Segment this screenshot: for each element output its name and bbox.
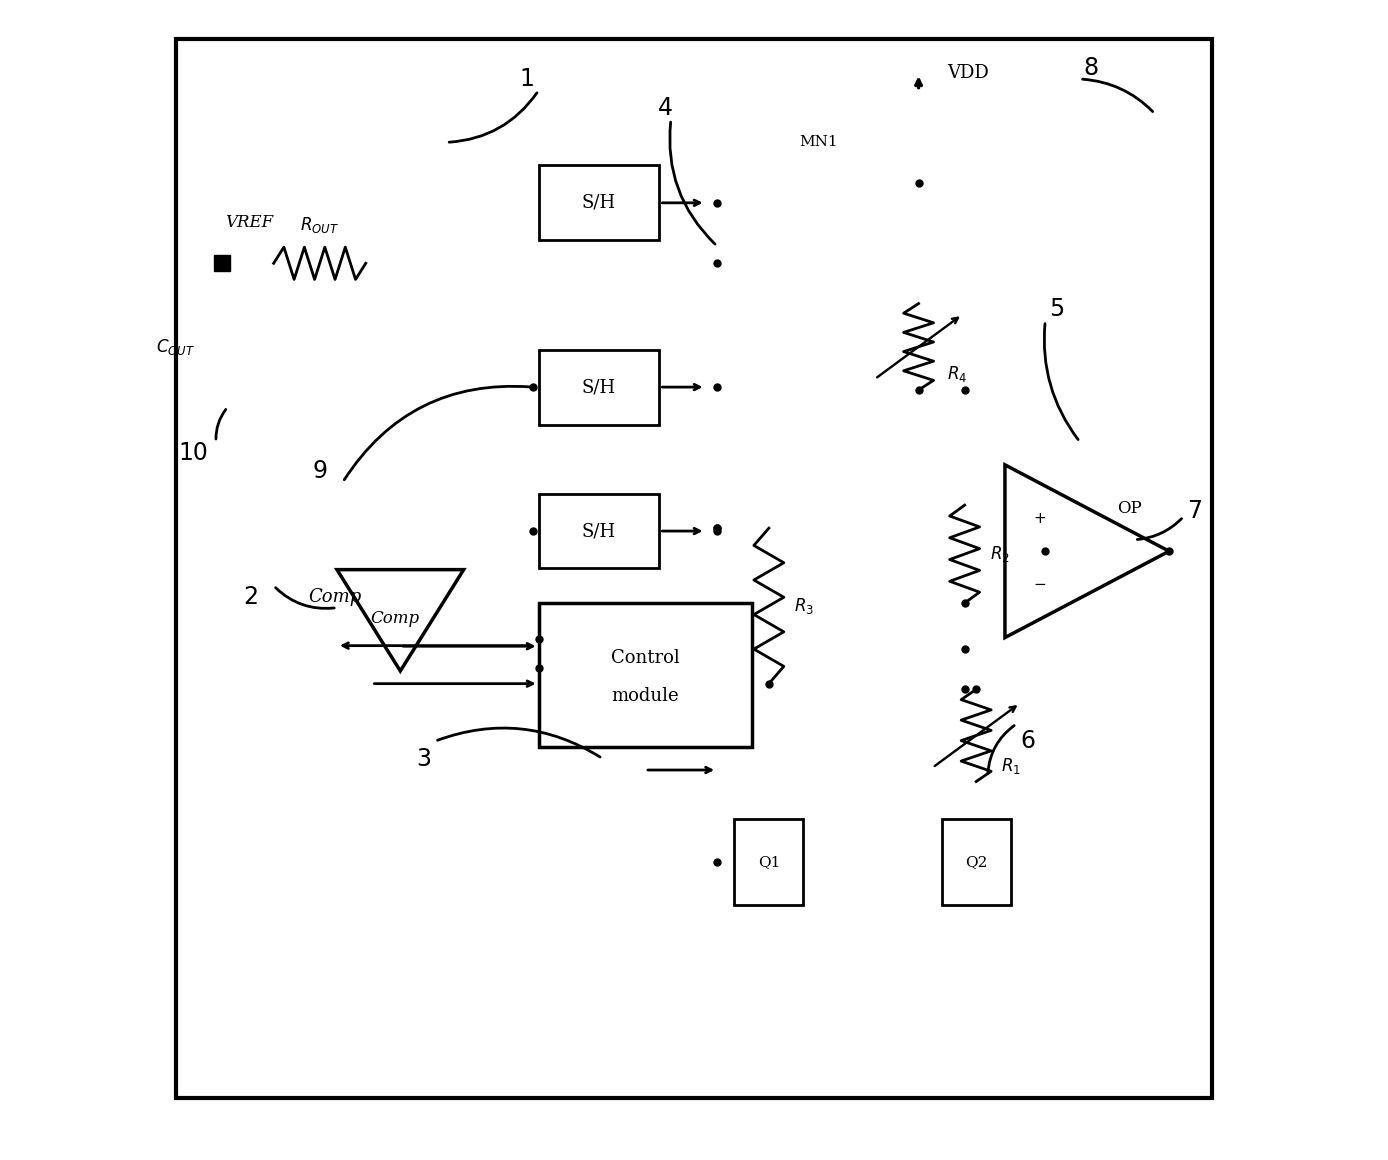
Text: $R_{OUT}$: $R_{OUT}$ [300, 215, 339, 234]
Text: Comp: Comp [308, 588, 361, 607]
Text: Comp: Comp [371, 609, 419, 626]
Text: $R_4$: $R_4$ [948, 364, 967, 384]
Text: MN1: MN1 [799, 136, 838, 150]
Text: $R_1$: $R_1$ [1002, 756, 1022, 776]
Text: VDD: VDD [948, 64, 990, 82]
Text: Q1: Q1 [758, 855, 780, 869]
Text: 2: 2 [243, 586, 258, 609]
Text: S/H: S/H [582, 378, 616, 396]
Text: 8: 8 [1084, 56, 1099, 80]
Text: 3: 3 [416, 747, 430, 770]
Text: +: + [1033, 510, 1047, 525]
Bar [539, 349, 659, 425]
Text: S/H: S/H [582, 522, 616, 541]
Bar [734, 819, 804, 905]
Text: $R_2$: $R_2$ [990, 544, 1010, 564]
Text: 10: 10 [178, 441, 208, 465]
Text: 1: 1 [519, 67, 534, 90]
Text: 6: 6 [1020, 730, 1035, 753]
Text: module: module [611, 687, 679, 705]
Text: $C_{OUT}$: $C_{OUT}$ [157, 336, 196, 357]
Bar [539, 166, 659, 240]
Text: 5: 5 [1049, 297, 1065, 321]
Text: Control: Control [611, 648, 680, 667]
Text: 7: 7 [1188, 499, 1202, 523]
Text: −: − [1033, 577, 1047, 592]
Text: Q2: Q2 [965, 855, 987, 869]
Text: 9: 9 [312, 458, 328, 483]
Text: OP: OP [1117, 500, 1142, 516]
Text: $R_3$: $R_3$ [794, 596, 815, 616]
Text: VREF: VREF [225, 215, 273, 231]
Text: S/H: S/H [582, 194, 616, 212]
Bar [539, 494, 659, 568]
Text: 4: 4 [658, 96, 673, 119]
Bar [539, 603, 751, 747]
Bar [941, 819, 1010, 905]
